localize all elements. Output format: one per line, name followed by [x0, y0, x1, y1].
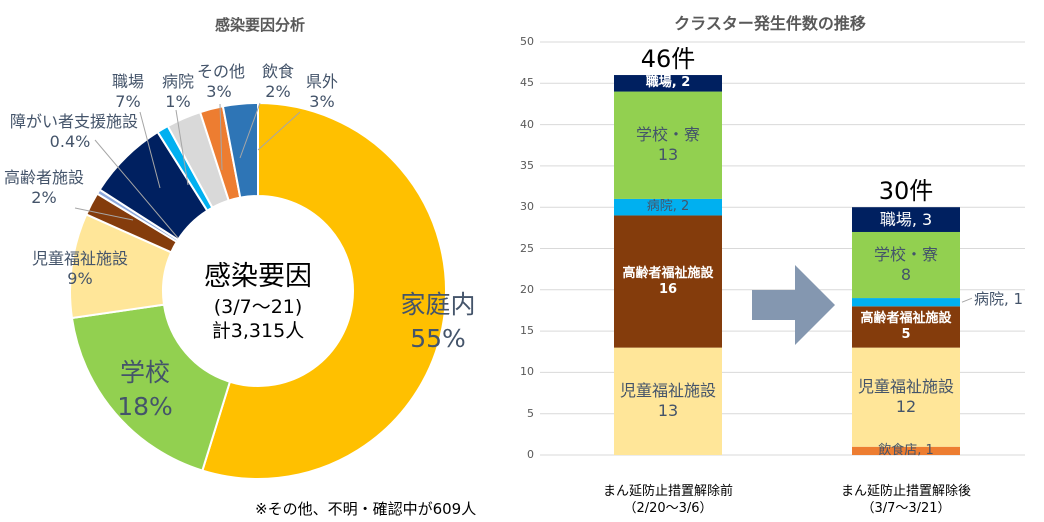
slice-label-1: 学校 — [119, 358, 170, 387]
bar-segment — [852, 298, 960, 307]
slice-value-3: 2% — [31, 188, 57, 207]
slice-label-5: 職場 — [111, 72, 144, 91]
bar-label: 児童福祉施設 13 — [619, 381, 716, 421]
slice-value-2: 9% — [67, 269, 93, 288]
bar-label: 職場, 2 — [645, 75, 691, 91]
bar-title: クラスター発生件数の推移 — [674, 14, 866, 33]
donut-slice-9 — [221, 101, 259, 199]
slice-value-0: 55% — [410, 324, 466, 353]
y-tick-label: 35 — [520, 158, 534, 172]
slice-label-4: 障がい者支援施設 — [10, 112, 139, 131]
slice-label-2: 児童福祉施設 — [31, 249, 128, 268]
y-tick-label: 20 — [520, 282, 534, 296]
slice-value-8: 2% — [265, 82, 291, 101]
arrow-icon — [752, 265, 835, 345]
donut-footnote: ※その他、不明・確認中が609人 — [255, 500, 477, 518]
slice-label-9: 県外 — [305, 72, 338, 91]
bar-segment — [852, 207, 960, 232]
bar-label: 病院, 2 — [646, 199, 690, 215]
slice-value-1: 18% — [117, 392, 173, 421]
bar-segment — [852, 347, 960, 447]
donut-center-period: (3/7～21) — [213, 296, 303, 318]
slice-label-0: 家庭内 — [400, 290, 476, 319]
y-tick-label: 45 — [520, 76, 534, 90]
donut-title: 感染要因分析 — [214, 16, 305, 34]
y-tick-label: 10 — [520, 365, 534, 379]
bar-segment — [852, 231, 960, 299]
bar-segment — [852, 306, 960, 348]
bar-label: 学校・寮 13 — [635, 125, 700, 165]
bar-label: 学校・寮 8 — [873, 245, 938, 285]
x-category-label: まん延防止措置解除後 — [840, 484, 971, 499]
slice-label-3: 高齢者施設 — [3, 168, 84, 187]
bar-label: 児童福祉施設 12 — [857, 377, 954, 417]
donut-slice-1 — [70, 303, 232, 472]
y-tick-label: 30 — [520, 200, 534, 214]
bar-label: 病院, 1 — [974, 290, 1024, 309]
slice-label-8: 飲食 — [261, 62, 294, 81]
bar-segment — [614, 91, 722, 199]
leader-line-9 — [257, 111, 301, 151]
leader-line-7 — [219, 103, 223, 171]
leader-line-3 — [74, 207, 134, 221]
x-category-sublabel: （3/7～3/21） — [861, 501, 951, 516]
bar-label: 職場, 3 — [879, 209, 933, 229]
bar-segment — [614, 215, 722, 348]
slice-value-5: 7% — [115, 92, 141, 111]
leader-line-4 — [94, 139, 179, 239]
slice-value-7: 3% — [206, 82, 232, 101]
donut-slice-0 — [201, 101, 447, 480]
slice-label-6: 病院 — [161, 72, 194, 91]
y-tick-label: 15 — [520, 324, 534, 338]
leader-line-8 — [239, 102, 261, 159]
donut-center-title: 感染要因 — [204, 261, 312, 292]
x-category-sublabel: （2/20～3/6） — [623, 501, 713, 516]
bar-segment — [614, 198, 722, 216]
y-tick-label: 40 — [520, 117, 534, 131]
bar-label: 飲食店, 1 — [878, 442, 934, 458]
bar-segment — [614, 347, 722, 455]
y-tick-label: 0 — [527, 448, 534, 461]
x-category-label: まん延防止措置解除前 — [602, 484, 733, 499]
slice-label-7: その他 — [197, 62, 246, 81]
slice-value-9: 3% — [309, 92, 335, 111]
y-tick-label: 5 — [527, 406, 534, 420]
y-tick-label: 50 — [520, 35, 534, 48]
bar-segment — [852, 446, 960, 455]
bar-segment — [614, 75, 722, 92]
leader-line — [961, 297, 973, 303]
donut-center-total: 計3,315人 — [211, 320, 305, 342]
y-tick-label: 25 — [520, 241, 534, 255]
bar-total-label: 46件 — [640, 45, 696, 74]
leader-line-5 — [139, 111, 161, 189]
bar-label: 高齢者福祉施設 16 — [622, 265, 714, 297]
bar-label: 高齢者福祉施設 5 — [860, 310, 952, 342]
slice-value-6: 1% — [165, 92, 191, 111]
slice-value-4: 0.4% — [49, 132, 91, 151]
bar-total-label: 30件 — [878, 177, 934, 206]
leader-line-6 — [175, 109, 189, 186]
